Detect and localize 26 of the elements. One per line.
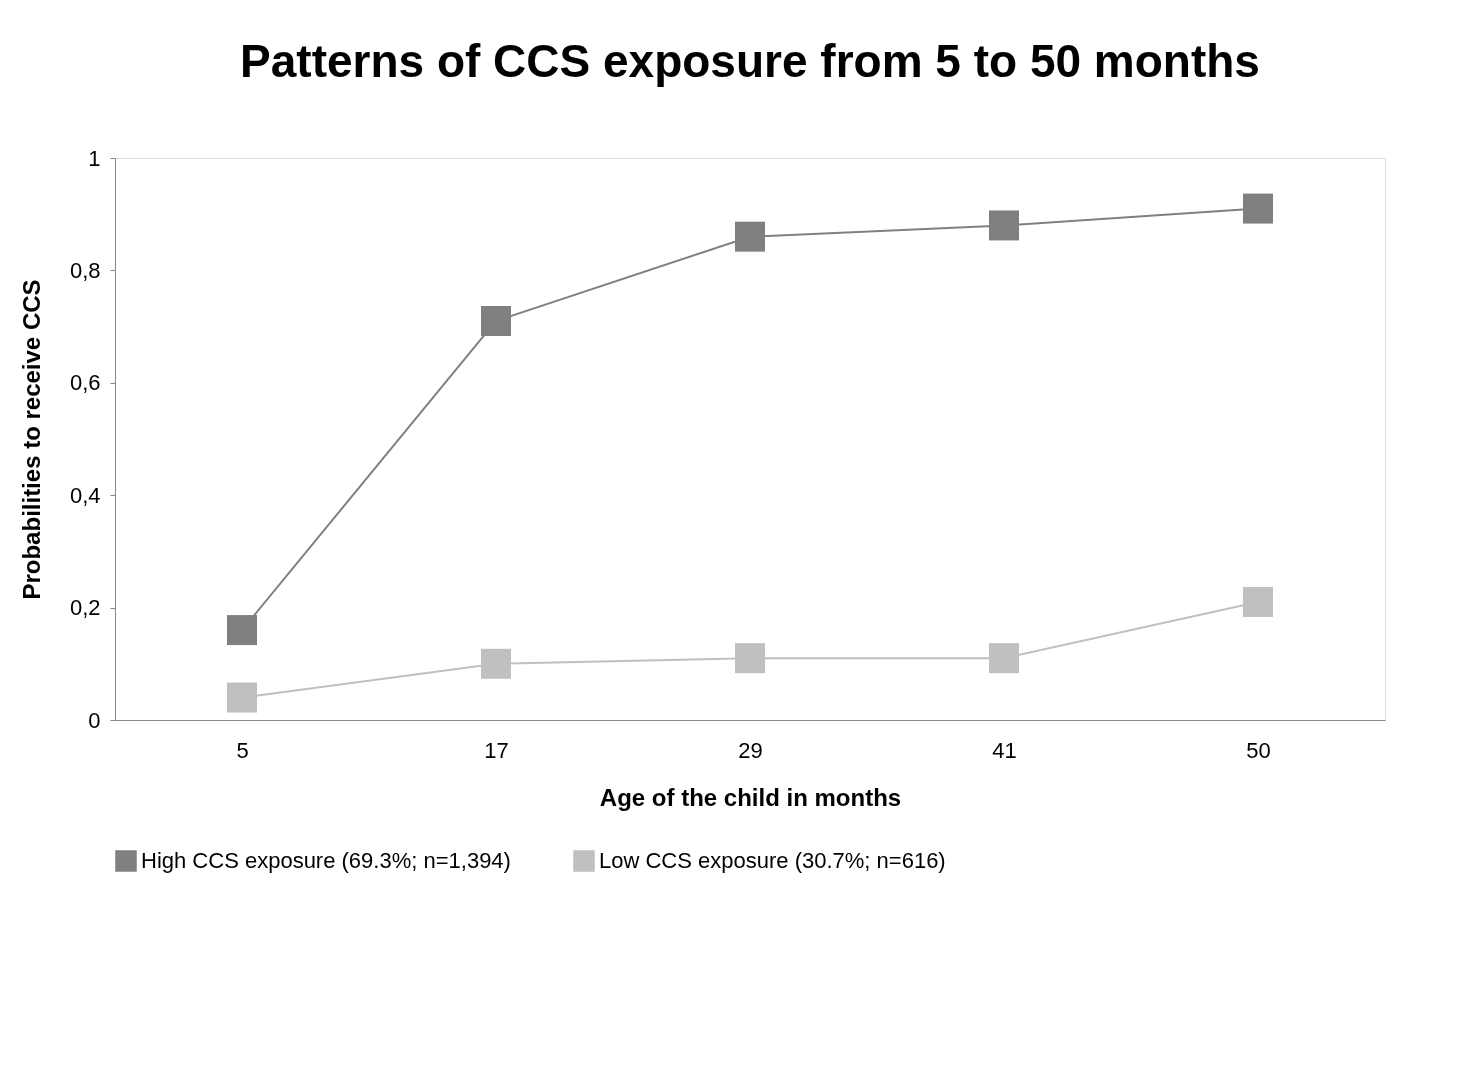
point [1243, 586, 1273, 617]
y-tick-label: 0,8 [69, 257, 101, 283]
x-tick-label: 5 [236, 737, 249, 763]
y-tick-label: 1 [88, 145, 101, 171]
point [481, 648, 511, 679]
point [481, 305, 511, 336]
y-tick-label: 0,2 [69, 595, 101, 621]
y-axis-title: Probabilities to receive CCS [17, 279, 45, 600]
x-tick-label: 41 [992, 737, 1017, 763]
point [989, 643, 1019, 674]
point [227, 682, 257, 713]
point [735, 221, 765, 252]
point [989, 210, 1019, 241]
x-tick-label: 17 [484, 737, 509, 763]
y-tick-label: 0,6 [69, 370, 101, 396]
x-axis-title: Age of the child in months [599, 783, 902, 811]
chart-title: Patterns of CCS exposure from 5 to 50 months [240, 35, 1260, 87]
y-tick-label: 0,4 [69, 482, 101, 508]
x-tick-label: 50 [1246, 737, 1271, 763]
point [735, 643, 765, 674]
y-tick-label: 0 [88, 707, 101, 733]
point [227, 615, 257, 646]
legend-label: Low CCS exposure (30.7%; n=616) [599, 848, 946, 873]
legend-label: High CCS exposure (69.3%; n=1,394) [141, 848, 511, 873]
point [1243, 193, 1273, 224]
x-tick-label: 29 [738, 737, 763, 763]
